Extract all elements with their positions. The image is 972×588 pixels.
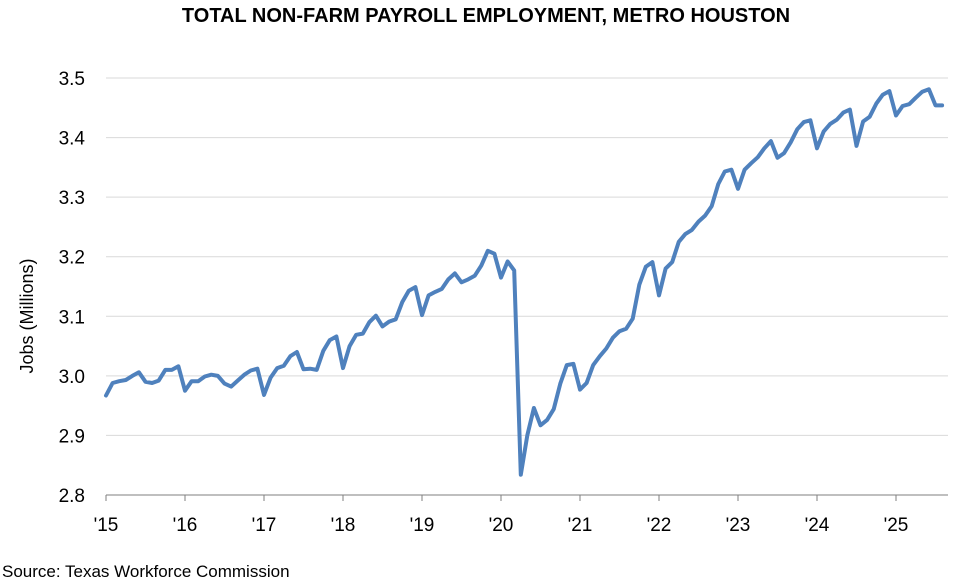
x-tick-label: '25 [884,515,909,536]
chart-title: TOTAL NON-FARM PAYROLL EMPLOYMENT, METRO… [181,5,791,27]
x-tick-label: '24 [805,515,830,536]
x-tick-label: '22 [647,515,672,536]
y-tick-label: 3.5 [59,69,85,90]
y-tick-label: 3.4 [59,129,86,150]
x-tick-label: '20 [489,515,514,536]
y-tick-label: 3.2 [59,248,85,269]
x-tick-labels: '15 '16 '17 '18 '19 '20 '21 '22 '23 '24 '25 [94,515,909,536]
x-tick-label: '19 [410,515,435,536]
y-tick-label: 2.9 [59,426,85,447]
series-layer [104,87,945,477]
y-tick-label: 3.0 [59,367,85,388]
x-tick-label: '21 [568,515,593,536]
series-line [104,87,945,477]
x-tick-label: '23 [726,515,751,536]
x-tick-label: '18 [331,515,356,536]
x-tick-label: '17 [252,515,277,536]
x-tick-label: '16 [173,515,198,536]
y-axis-label: Jobs (Millions) [17,258,37,373]
source-note: Source: Texas Workforce Commission [2,562,290,581]
line-chart: 2.8 2.9 3.0 3.1 3.2 3.3 3.4 3.5 '15 '16 '17 '18 '19… [17,69,948,536]
y-tick-labels: 2.8 2.9 3.0 3.1 3.2 3.3 3.4 3.5 [59,69,86,507]
y-tick-label: 3.1 [59,307,85,328]
y-tick-label: 2.8 [59,486,85,507]
y-tick-label: 3.3 [59,188,85,209]
x-tick-label: '15 [94,515,119,536]
axes [105,494,948,501]
